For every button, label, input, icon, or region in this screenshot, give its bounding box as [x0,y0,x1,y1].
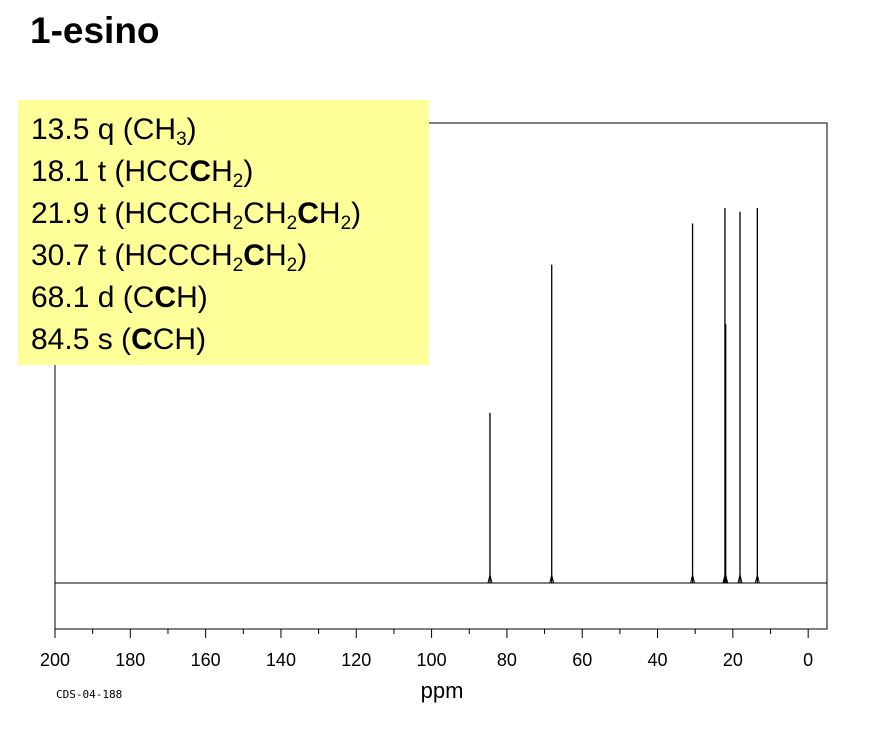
assignment-text: 18.1 t (HCC [31,155,190,188]
x-tick-label: 40 [648,650,668,670]
peak-foot [487,574,493,584]
peak-assignment-line: 18.1 t (HCCCH2) [31,151,429,193]
subscript: 2 [286,255,298,276]
peak-foot [723,574,729,584]
peak-foot [754,574,760,584]
peak-foot [737,574,743,584]
assignment-text: 21.9 t (HCCCH [31,197,233,230]
assignment-text: CH) [152,323,207,356]
peak-foot [690,574,696,584]
x-tick-label: 0 [803,650,813,670]
x-tick-label: 180 [115,650,145,670]
peak-assignment-line: 84.5 s (CCH) [31,319,429,361]
subscript: 2 [286,213,298,234]
assignment-text: ) [243,155,254,188]
assignment-text: H [264,239,287,272]
spectrum-code: CDS-04-188 [56,688,123,701]
assignment-text: ) [186,113,197,146]
assignment-text: H) [176,281,208,314]
assignment-text: 84.5 s ( [31,323,132,356]
x-tick-label: 120 [341,650,371,670]
peak-assignment-line: 21.9 t (HCCCH2CH2CH2) [31,193,429,235]
assignment-text: 68.1 d (C [31,281,155,314]
bold-carbon: C [131,323,153,356]
subscript: 3 [176,129,187,150]
x-tick-label: 60 [572,650,592,670]
assignment-text: H [211,155,233,188]
assignment-text: 13.5 q (CH [31,113,177,146]
bold-carbon: C [297,197,319,230]
assignment-text: 30.7 t (HCCCH [31,239,233,272]
peak-assignment-line: 30.7 t (HCCCH2CH2) [31,235,429,277]
peak-assignment-line: 13.5 q (CH3) [31,109,429,151]
assignment-text: ) [297,239,308,272]
x-tick-label: 160 [191,650,221,670]
subscript: 2 [340,213,352,234]
bold-carbon: C [154,281,177,314]
x-tick-label: 100 [417,650,447,670]
x-axis-label: ppm [421,678,464,703]
peak-assignment-line: 68.1 d (CCH) [31,277,429,319]
bold-carbon: C [243,239,265,272]
assignment-text: H [318,197,341,230]
x-tick-label: 140 [266,650,296,670]
peak-assignment-box: 13.5 q (CH3) 18.1 t (HCCCH2) 21.9 t (HCCCH… [18,100,429,365]
x-tick-label: 20 [723,650,743,670]
assignment-text: CH [243,197,287,230]
assignment-text: ) [351,197,362,230]
plot-frame [54,122,828,630]
chart-title: 1-esino [30,10,160,51]
peak-foot [549,574,555,584]
subscript: 2 [232,213,244,234]
subscript: 2 [232,255,244,276]
bold-carbon: C [189,155,212,188]
x-tick-label: 200 [40,650,70,670]
x-tick-label: 80 [497,650,517,670]
subscript: 2 [232,171,244,192]
